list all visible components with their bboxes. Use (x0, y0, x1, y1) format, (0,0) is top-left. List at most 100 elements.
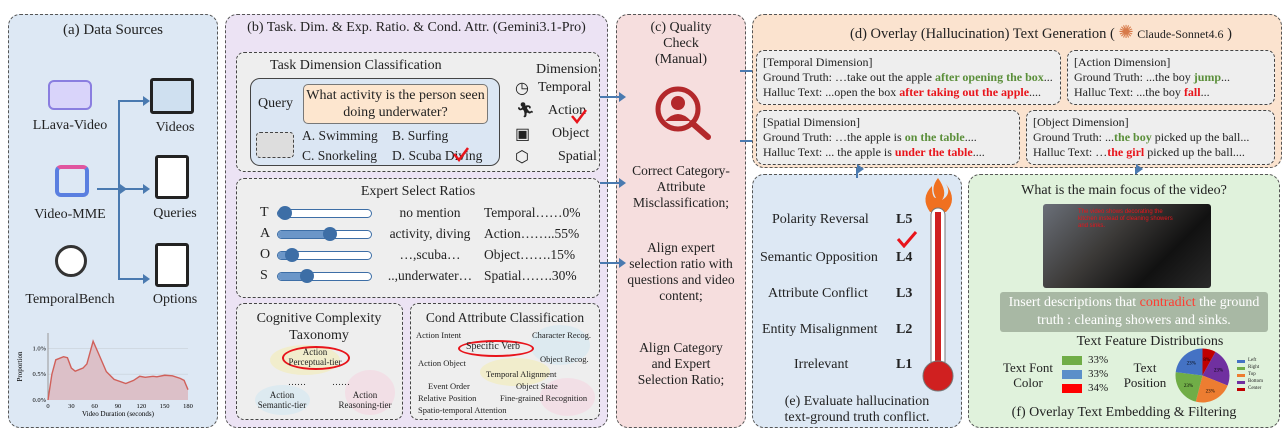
cognitive-title: Cognitive Complexity Taxonomy (256, 311, 382, 343)
arrow (600, 92, 626, 102)
output-videos: Videos (155, 120, 195, 135)
model-name: Claude-Sonnet4.6 (1137, 27, 1224, 41)
level-code: L1 (896, 357, 913, 372)
color-pct: 34% (1088, 382, 1109, 394)
clock-icon: ◷ (515, 80, 529, 97)
y-tick-label: 0.5% (32, 371, 46, 378)
document-check-icon (155, 243, 189, 287)
x-tick-label: 30 (68, 403, 75, 410)
expert-ratio-label: Action……..55% (484, 226, 580, 241)
panel-f-caption: (f) Overlay Text Embedding & Filtering (1011, 405, 1237, 420)
expert-ratio-label: Spatial…….30% (484, 268, 577, 283)
cond-attribute: Temporal Alignment (486, 369, 557, 379)
legend-label: Right (1248, 365, 1260, 370)
object-dimension-card: [Object Dimension] Ground Truth: ...the b… (1026, 110, 1275, 165)
document-icon (155, 155, 189, 199)
legend-label: Left (1248, 358, 1257, 363)
dots: …… (332, 377, 350, 387)
overlay-title-close: ) (1227, 26, 1232, 42)
dimension-temporal: Temporal (538, 80, 592, 95)
overlay-text: The video shows decorating the kitchen i… (1078, 209, 1173, 229)
pie-slice-center (1202, 348, 1216, 376)
temporal-dimension-card: [Temporal Dimension] Ground Truth: …take … (756, 50, 1061, 105)
ratio-slider (277, 248, 372, 262)
pie-slice-top (1195, 375, 1228, 403)
step-align-expert: Align expert selection ratio with questi… (627, 240, 735, 303)
y-tick-label: 0.0% (32, 397, 46, 404)
arrow (1135, 164, 1143, 178)
step-correct-category: Correct Category-Attribute Misclassifica… (632, 163, 730, 210)
level-code: L3 (896, 286, 913, 301)
expert-mention: activity, diving (389, 226, 471, 241)
tier-perceptual: Action Perceptual-tier (285, 347, 345, 367)
cond-attribute: Spatio-temporal Attention (418, 405, 507, 415)
cond-attribute: Action Object (418, 358, 466, 368)
query-question: What activity is the person seen doing u… (303, 84, 488, 124)
bg-blob (255, 385, 310, 415)
quality-title-line3: (Manual) (654, 52, 708, 67)
x-tick-label: 90 (115, 403, 122, 410)
cond-title: Cond Attribute Classification (425, 310, 585, 325)
pie-slice-left (1175, 348, 1203, 376)
expert-letter: O (260, 247, 271, 262)
option-c: C. Snorkeling (302, 148, 378, 163)
bg-blob (530, 325, 590, 365)
pie-slice-right (1175, 372, 1203, 402)
bg-blob (480, 358, 550, 386)
ratio-slider (277, 206, 372, 220)
tier-reasoning-line1: Action (352, 390, 378, 400)
x-tick-label: 0 (46, 403, 49, 410)
expert-letter: A (260, 226, 271, 241)
panel-a-title: (a) Data Sources (63, 22, 163, 38)
temporalbench-logo-icon (55, 245, 87, 277)
pie-label: 23% (1206, 390, 1215, 395)
tier-perceptual-line2: Perceptual-tier (288, 357, 342, 367)
level-code: L4 (896, 250, 913, 265)
color-pct: 33% (1088, 354, 1109, 366)
legend-swatch (1237, 374, 1245, 377)
expert-letter: S (260, 268, 268, 283)
cond-attribute: Relative Position (418, 393, 477, 403)
gt-line: Ground Truth: …take out the apple after … (763, 70, 1053, 84)
source-llava: LLava-Video (32, 118, 108, 133)
pie-label: 23% (1214, 369, 1223, 374)
task-title: Task Dimension Classification (270, 58, 442, 73)
halluc-line: Halluc Text: ...the boy fall... (1074, 85, 1210, 99)
expert-letter: T (260, 205, 269, 220)
cond-attribute: Object State (516, 381, 558, 391)
dimension-object: Object (552, 126, 590, 141)
cond-attribute: Action Intent (416, 330, 462, 340)
position-label: Text Position (1123, 360, 1167, 390)
level-code: L2 (896, 322, 913, 337)
checkmark-icon (571, 109, 587, 124)
user-search-icon (655, 86, 711, 140)
cond-attribute: Fine-grained Recognition (500, 393, 588, 403)
legend-swatch (1237, 360, 1245, 363)
thermometer-icon (922, 178, 954, 392)
card-heading: [Action Dimension] (1074, 55, 1171, 69)
level-name: Semantic Opposition (760, 250, 878, 265)
level-code: L5 (896, 212, 913, 227)
bg-blob (345, 370, 395, 415)
quality-title-line2: Check (663, 36, 699, 51)
caption-line1: (e) Evaluate hallucination (784, 394, 930, 409)
cond-attribute: Character Recog. (532, 330, 591, 340)
spatial-icon: ⬡ (515, 149, 529, 166)
duration-line (47, 339, 189, 401)
video-question: What is the main focus of the video? (1021, 183, 1227, 198)
gt-line: Ground Truth: …the apple is on the table… (763, 130, 977, 144)
level-name: Irrelevant (794, 357, 849, 372)
claude-logo-icon: ✺ (1118, 22, 1134, 42)
object-icon: ▣ (515, 126, 531, 143)
ratio-slider (277, 269, 372, 283)
red-circle-highlight (458, 340, 534, 357)
expert-ratio-label: Object…….15% (484, 247, 576, 262)
tier-semantic-line2: Semantic-tier (257, 400, 307, 410)
x-tick-label: 60 (91, 403, 98, 410)
panel-quality-check (616, 14, 746, 428)
overlay-title: (d) Overlay (Hallucination) Text Generat… (850, 22, 1232, 43)
legend-swatch (1237, 367, 1245, 370)
source-video-mme: Video-MME (34, 207, 106, 222)
card-heading: [Spatial Dimension] (763, 115, 860, 129)
source-temporalbench: TemporalBench (25, 292, 115, 307)
